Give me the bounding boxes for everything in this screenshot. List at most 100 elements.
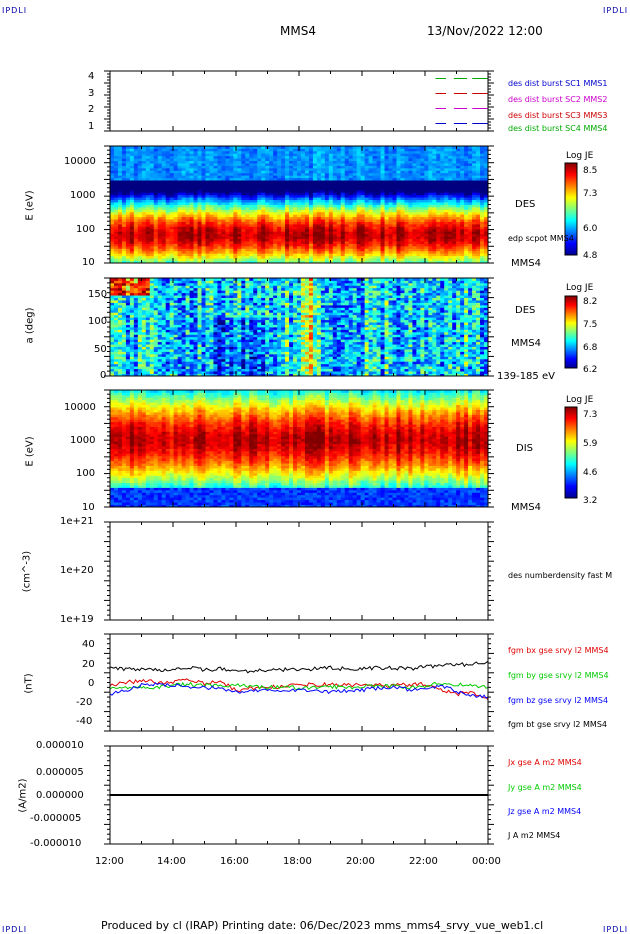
spectrogram-cell	[141, 334, 147, 338]
spectrogram-cell	[464, 185, 469, 188]
spectrogram-cell	[157, 189, 163, 193]
spectrogram-cell	[125, 351, 131, 355]
spectrogram-cell	[436, 216, 441, 220]
spectrogram-cell	[153, 167, 159, 171]
spectrogram-cell	[297, 241, 302, 244]
spectrogram-cell	[392, 155, 397, 159]
spectrogram-cell	[161, 204, 167, 208]
spectrogram-cell	[297, 245, 302, 249]
spectrogram-cell	[149, 334, 155, 338]
spectrogram-cell	[269, 204, 274, 208]
spectrogram-cell	[241, 170, 246, 174]
spectrogram-cell	[368, 221, 374, 225]
spectrogram-cell	[380, 216, 385, 220]
spectrogram-cell	[281, 187, 286, 191]
spectrogram-cell	[137, 309, 143, 313]
spectrogram-cell	[424, 248, 429, 252]
spectrogram-cell	[436, 209, 441, 213]
spectrogram-cell	[133, 344, 139, 347]
spectrogram-cell	[137, 363, 143, 367]
spectrogram-cell	[169, 206, 175, 210]
spectrogram-cell	[117, 312, 123, 316]
spectrogram-cell	[153, 189, 159, 193]
spectrogram-cell	[281, 167, 286, 171]
spectrogram-cell	[372, 243, 377, 247]
spectrogram-cell	[269, 248, 274, 252]
spectrogram-cell	[300, 158, 306, 162]
spectrogram-cell	[121, 363, 127, 367]
spectrogram-cell	[145, 241, 151, 244]
spectrogram-cell	[412, 253, 417, 257]
spectrogram-cell	[460, 236, 465, 240]
spectrogram-cell	[269, 255, 274, 259]
spectrogram-cell	[289, 231, 294, 235]
spectrogram-cell	[424, 255, 429, 259]
spectrogram-cell	[468, 226, 473, 230]
spectrogram-cell	[169, 155, 175, 159]
spectrogram-cell	[237, 238, 242, 242]
spectrogram-cell	[185, 165, 190, 169]
spectrogram-cell	[460, 146, 465, 149]
spectrogram-cell	[360, 185, 366, 188]
spectrogram-cell	[189, 197, 194, 201]
spectrogram-cell	[145, 344, 151, 347]
spectrogram-cell	[304, 202, 310, 205]
spectrogram-cell	[388, 238, 393, 242]
spectrogram-cell	[197, 231, 202, 235]
spectrogram-cell	[320, 241, 326, 244]
spectrogram-cell	[440, 167, 445, 171]
spectrogram-cell	[476, 214, 481, 218]
spectrogram-cell	[129, 236, 135, 240]
spectrogram-cell	[257, 175, 262, 179]
spectrogram-cell	[129, 202, 135, 205]
spectrogram-cell	[125, 153, 131, 157]
spectrogram-cell	[269, 165, 274, 169]
spectrogram-cell	[412, 197, 417, 201]
spectrogram-cell	[424, 221, 429, 225]
spectrogram-cell	[432, 170, 437, 174]
spectrogram-cell	[121, 165, 127, 169]
spectrogram-cell	[217, 182, 222, 186]
spectrogram-cell	[388, 180, 393, 183]
spectrogram-cell	[316, 150, 322, 154]
spectrogram-cell	[432, 238, 437, 242]
spectrogram-cell	[241, 224, 246, 227]
spectrogram-cell	[110, 344, 115, 347]
spectrogram-cell	[304, 253, 310, 257]
spectrogram-cell	[364, 216, 370, 220]
spectrogram-cell	[221, 148, 226, 152]
spectrogram-cell	[133, 363, 139, 367]
spectrogram-cell	[129, 351, 135, 355]
spectrogram-cell	[153, 199, 159, 203]
spectrogram-cell	[157, 253, 163, 257]
spectrogram-cell	[472, 226, 477, 230]
spectrogram-cell	[277, 216, 282, 220]
spectrogram-cell	[113, 199, 119, 203]
spectrogram-cell	[340, 163, 346, 166]
spectrogram-cell	[376, 250, 381, 254]
spectrogram-cell	[484, 160, 489, 164]
spectrogram-cell	[110, 153, 115, 157]
spectrogram-cell	[300, 180, 306, 183]
spectrogram-cell	[185, 197, 190, 201]
spectrogram-cell	[476, 146, 481, 149]
spectrogram-cell	[117, 341, 123, 345]
spectrogram-cell	[177, 228, 183, 232]
spectrogram-cell	[193, 214, 198, 218]
spectrogram-cell	[476, 206, 481, 210]
spectrogram-cell	[312, 148, 318, 152]
spectrogram-cell	[261, 255, 266, 259]
spectrogram-cell	[110, 189, 115, 193]
spectrogram-cell	[480, 199, 485, 203]
spectrogram-cell	[133, 351, 139, 355]
spectrogram-cell	[432, 165, 437, 169]
spectrogram-cell	[153, 160, 159, 164]
spectrogram-cell	[121, 346, 127, 350]
spectrogram-cell	[285, 236, 290, 240]
spectrogram-cell	[392, 216, 397, 220]
spectrogram-cell	[177, 153, 183, 157]
spectrogram-cell	[348, 243, 354, 247]
spectrogram-cell	[332, 192, 338, 196]
spectrogram-cell	[121, 366, 127, 370]
spectrogram-cell	[460, 194, 465, 198]
